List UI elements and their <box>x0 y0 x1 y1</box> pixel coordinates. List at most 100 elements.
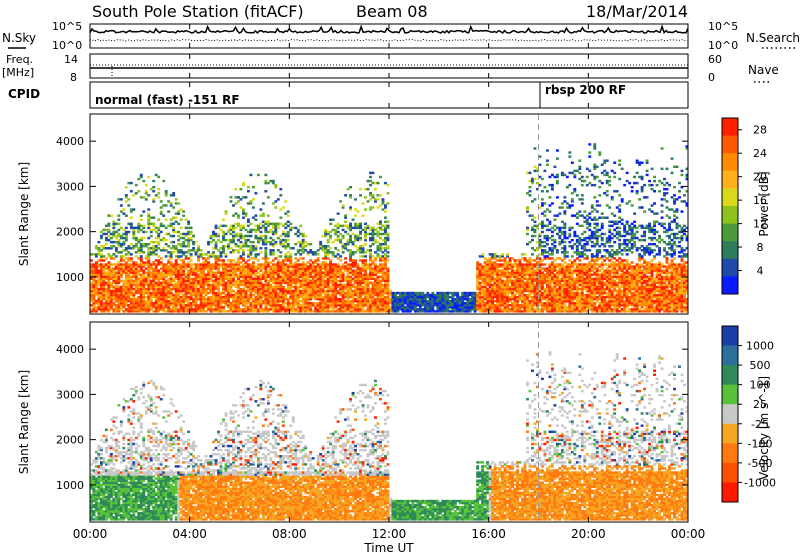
heatmap-cell <box>316 306 320 309</box>
heatmap-cell <box>331 251 335 254</box>
heatmap-cell <box>139 257 143 260</box>
heatmap-cell <box>237 245 240 248</box>
heatmap-cell <box>177 263 181 266</box>
heatmap-cell <box>229 277 233 281</box>
heatmap-cell <box>182 236 186 240</box>
heatmap-cell <box>513 299 517 303</box>
heatmap-cell <box>281 232 285 236</box>
heatmap-cell <box>386 295 390 299</box>
heatmap-cell <box>144 198 148 201</box>
heatmap-cell <box>536 275 539 278</box>
heatmap-cell <box>169 302 173 305</box>
heatmap-cell <box>503 275 507 278</box>
heatmap-cell <box>491 275 495 278</box>
heatmap-cell <box>279 263 283 266</box>
heatmap-cell <box>371 291 375 295</box>
heatmap-cell <box>147 267 151 270</box>
heatmap-cell <box>107 214 111 217</box>
heatmap-cell <box>369 238 372 242</box>
heatmap-cell <box>476 285 480 289</box>
heatmap-cell <box>212 238 215 242</box>
heatmap-cell <box>379 255 382 258</box>
heatmap-cell <box>164 194 168 197</box>
heatmap-cell <box>117 287 121 291</box>
heatmap-cell <box>326 281 330 285</box>
heatmap-cell <box>344 275 348 278</box>
heatmap-cell <box>266 310 270 313</box>
heatmap-cell <box>162 224 166 228</box>
heatmap-cell <box>254 273 258 276</box>
heatmap-cell <box>254 297 258 301</box>
heatmap-cell <box>182 297 186 301</box>
heatmap-cell <box>222 279 225 283</box>
heatmap-cell <box>453 302 457 305</box>
heatmap-cell <box>458 306 462 309</box>
heatmap-cell <box>177 212 181 215</box>
heatmap-cell <box>264 255 268 258</box>
heatmap-cell <box>319 281 323 285</box>
heatmap-cell <box>90 267 93 270</box>
heatmap-cell <box>289 247 293 250</box>
heatmap-cell <box>124 249 128 252</box>
heatmap-cell <box>351 242 355 246</box>
heatmap-cell <box>461 306 465 309</box>
heatmap-cell <box>538 291 542 295</box>
heatmap-cell <box>119 273 123 276</box>
heatmap-cell <box>521 263 524 266</box>
heatmap-cell <box>324 283 328 287</box>
heatmap-cell <box>234 202 238 205</box>
heatmap-cell <box>279 187 283 191</box>
heatmap-cell <box>184 281 188 285</box>
heatmap-cell <box>224 275 228 278</box>
heatmap-cell <box>179 269 183 272</box>
heatmap-cell <box>164 295 168 299</box>
heatmap-cell <box>119 210 123 213</box>
heatmap-cell <box>468 293 472 297</box>
heatmap-cell <box>99 249 103 252</box>
heatmap-cell <box>99 273 103 276</box>
heatmap-cell <box>251 271 255 274</box>
heatmap-cell <box>491 291 495 295</box>
heatmap-cell <box>501 275 505 278</box>
heatmap-cell <box>109 267 113 270</box>
heatmap-cell <box>164 302 168 305</box>
heatmap-cell <box>384 224 387 228</box>
heatmap-cell <box>309 287 313 291</box>
heatmap-cell <box>104 236 108 240</box>
heatmap-cell <box>172 308 176 311</box>
heatmap-cell <box>326 304 330 307</box>
heatmap-cell <box>192 302 196 305</box>
heatmap-cell <box>274 228 278 232</box>
heatmap-cell <box>299 245 303 248</box>
heatmap-cell <box>276 306 280 309</box>
heatmap-cell <box>513 308 517 311</box>
heatmap-cell <box>478 277 482 281</box>
heatmap-cell <box>276 263 280 266</box>
heatmap-cell <box>122 271 126 274</box>
heatmap-cell <box>531 218 534 221</box>
heatmap-cell <box>366 295 370 299</box>
heatmap-cell <box>346 238 350 242</box>
heatmap-cell <box>227 289 230 293</box>
heatmap-cell <box>251 304 255 307</box>
heatmap-cell <box>503 261 507 264</box>
heatmap-cell <box>386 279 390 283</box>
heatmap-cell <box>349 263 353 266</box>
heatmap-cell <box>321 261 325 264</box>
heatmap-cell <box>137 281 141 285</box>
heatmap-cell <box>533 279 537 283</box>
heatmap-cell <box>486 277 490 281</box>
heatmap-cell <box>540 220 544 223</box>
heatmap-cell <box>209 291 213 295</box>
heatmap-cell <box>157 277 161 281</box>
heatmap-cell <box>199 271 203 274</box>
heatmap-cell <box>239 257 243 260</box>
heatmap-cell <box>446 299 450 303</box>
heatmap-cell <box>134 285 138 289</box>
heatmap-cell <box>159 206 163 209</box>
heatmap-cell <box>326 306 330 309</box>
heatmap-cell <box>389 306 392 309</box>
heatmap-cell <box>104 265 108 268</box>
heatmap-cell <box>217 289 220 293</box>
heatmap-cell <box>521 257 524 260</box>
